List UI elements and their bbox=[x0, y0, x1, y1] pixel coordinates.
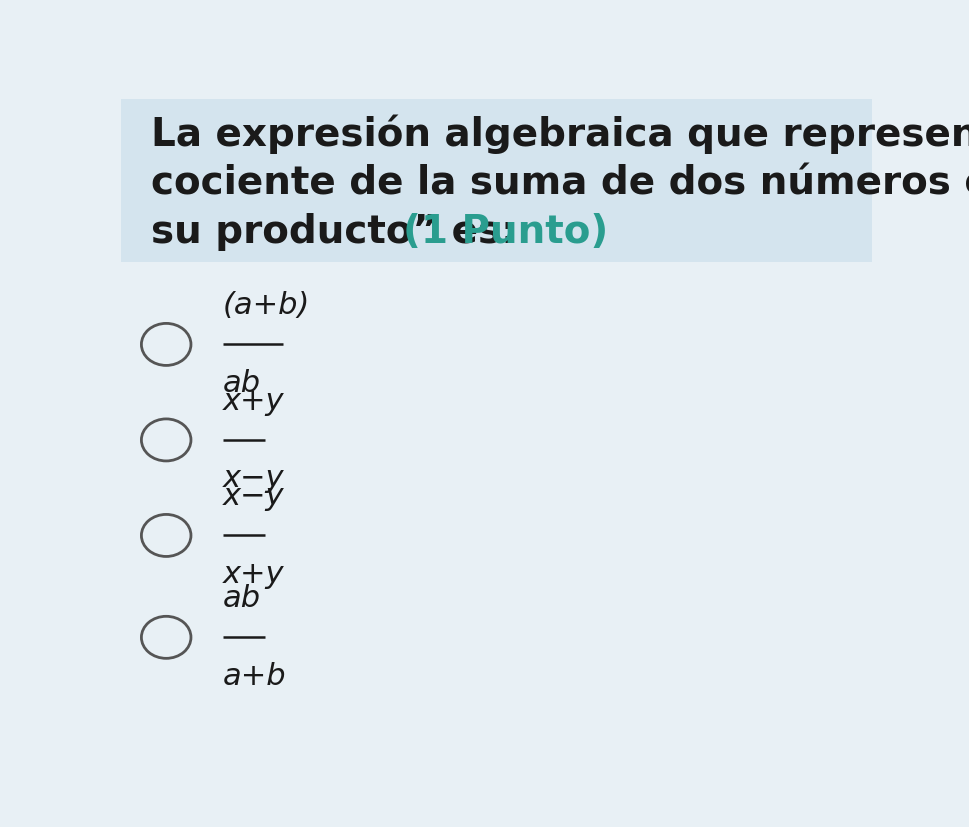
Text: x+y: x+y bbox=[223, 387, 284, 416]
Text: (1 Punto): (1 Punto) bbox=[403, 213, 608, 251]
Text: su producto” es:: su producto” es: bbox=[151, 213, 530, 251]
Text: x−y: x−y bbox=[223, 482, 284, 511]
Text: La expresión algebraica que representa “el: La expresión algebraica que representa “… bbox=[151, 114, 969, 154]
Text: a+b: a+b bbox=[223, 662, 286, 691]
Text: ab: ab bbox=[223, 369, 261, 398]
Text: x+y: x+y bbox=[223, 560, 284, 589]
Text: cociente de la suma de dos números entre: cociente de la suma de dos números entre bbox=[151, 165, 969, 203]
FancyBboxPatch shape bbox=[121, 99, 872, 261]
Text: (a+b): (a+b) bbox=[223, 291, 310, 320]
Text: x−y: x−y bbox=[223, 464, 284, 493]
Text: ab: ab bbox=[223, 584, 261, 613]
